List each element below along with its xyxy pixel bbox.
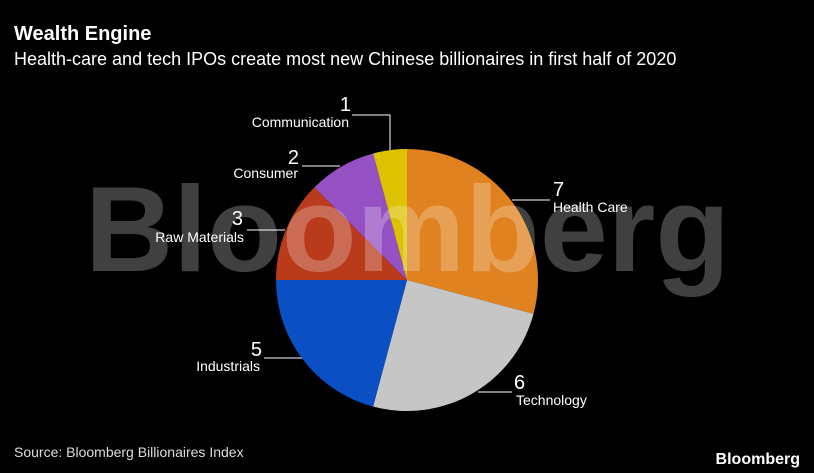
pie-slice [276, 280, 407, 407]
pie-slice [276, 187, 407, 280]
pie [276, 149, 538, 411]
logo: Bloomberg [716, 451, 800, 468]
pie-slice [373, 149, 407, 280]
value-label: 7 [553, 179, 564, 201]
value-label: 3 [232, 208, 243, 230]
pie-slice [407, 149, 538, 314]
category-label: Consumer [233, 165, 298, 181]
watermark: Bloomberg [85, 161, 730, 297]
chart-subtitle: Health-care and tech IPOs create most ne… [14, 49, 676, 69]
leader-line [352, 114, 391, 150]
chart-title: Wealth Engine [14, 23, 151, 45]
value-label: 2 [288, 147, 299, 169]
category-label: Technology [516, 392, 587, 408]
pie-slice [373, 280, 534, 411]
value-label: 5 [251, 339, 262, 361]
value-label: 1 [340, 94, 351, 116]
category-label: Raw Materials [155, 229, 244, 245]
value-label: 6 [514, 372, 525, 394]
category-label: Industrials [196, 358, 260, 374]
pie-slice [314, 153, 407, 280]
category-label: Communication [252, 114, 349, 130]
category-label: Health Care [553, 199, 628, 215]
source: Source: Bloomberg Billionaires Index [14, 444, 244, 460]
